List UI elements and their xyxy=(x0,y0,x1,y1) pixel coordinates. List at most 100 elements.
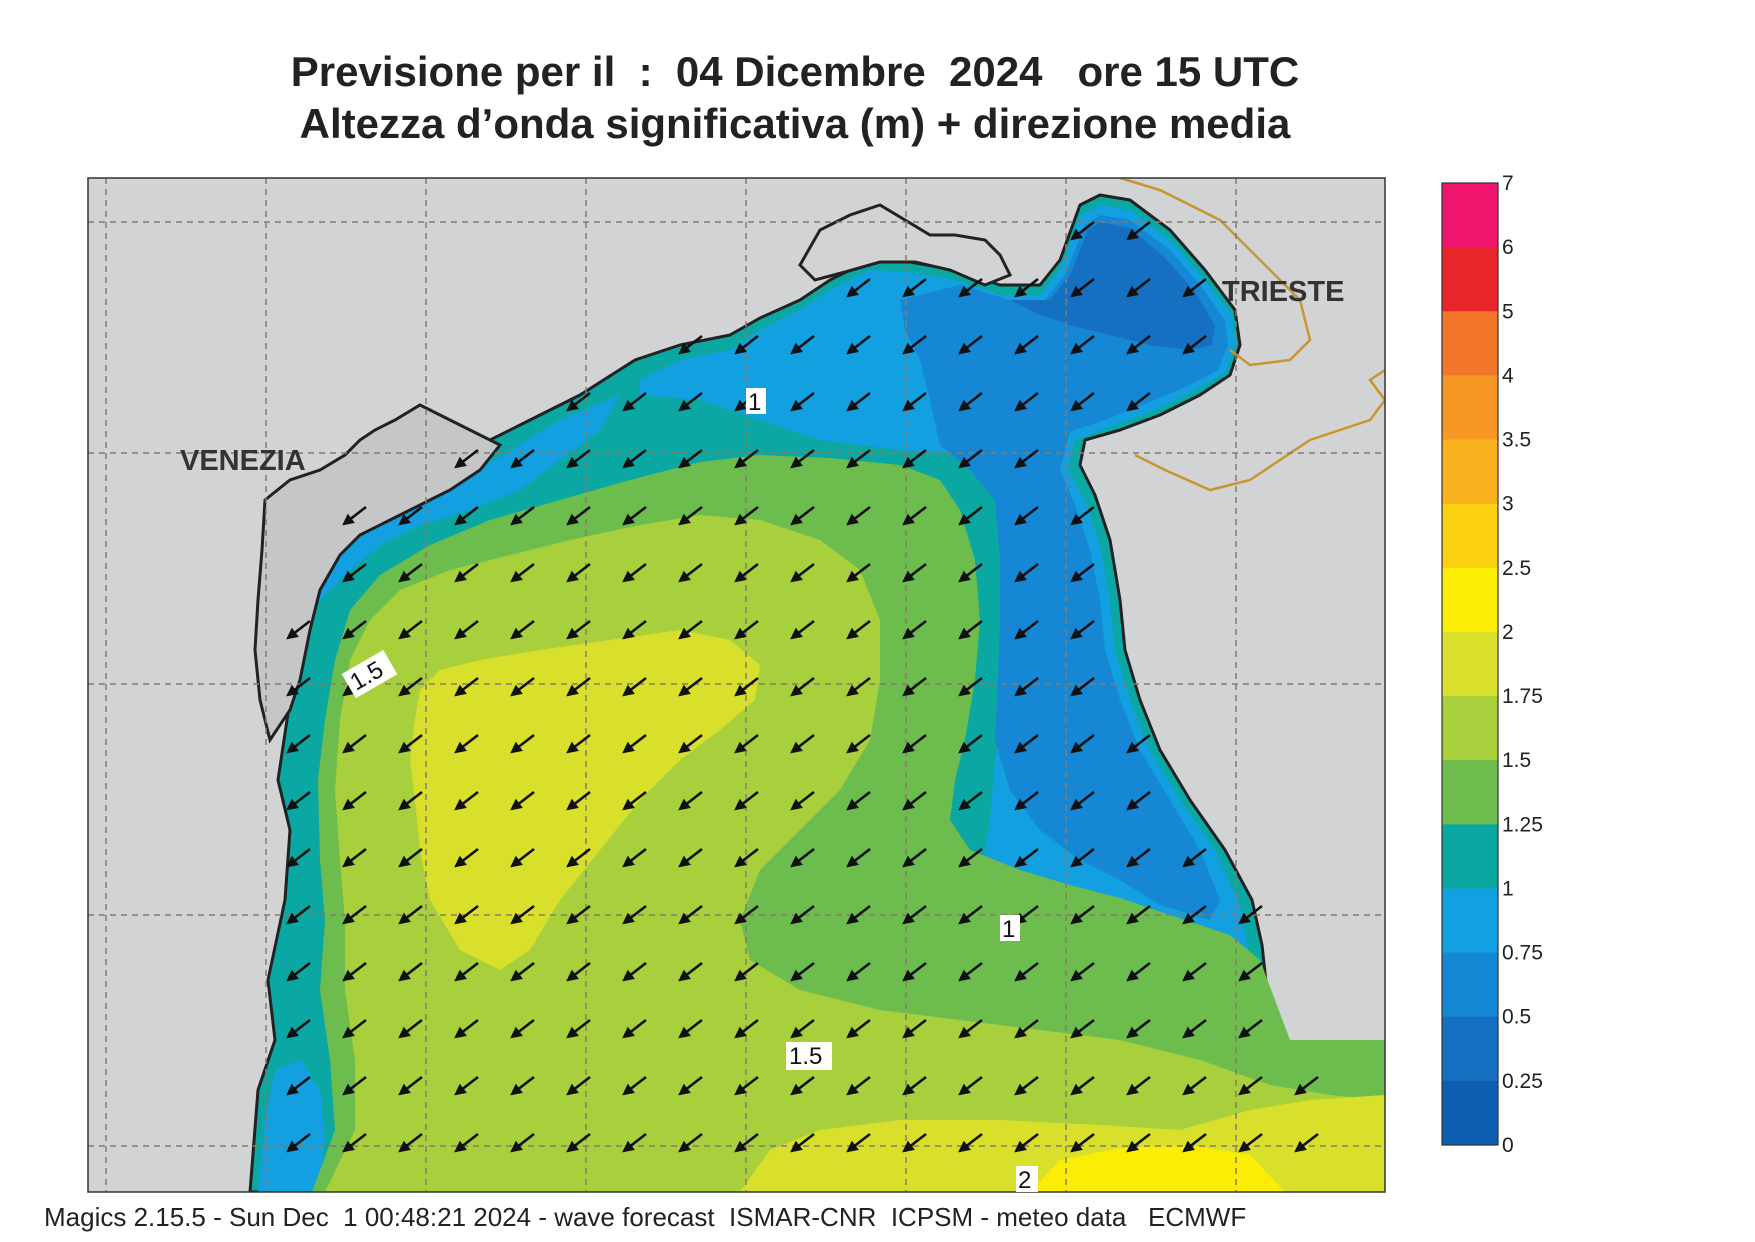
wave-arrow xyxy=(1294,1132,1319,1153)
wave-arrow xyxy=(398,961,423,982)
wave-arrow xyxy=(846,961,871,982)
svg-text:1: 1 xyxy=(748,389,761,416)
wave-arrow xyxy=(790,448,815,469)
wave-arrow xyxy=(846,619,871,640)
wave-arrow xyxy=(454,505,479,526)
wave-arrow xyxy=(1014,505,1039,526)
legend-frame xyxy=(1441,182,1499,1146)
wave-arrow xyxy=(398,1075,423,1096)
wave-arrow xyxy=(790,961,815,982)
wave-arrow xyxy=(286,619,311,640)
wave-arrow xyxy=(342,1132,367,1153)
wave-arrow xyxy=(902,790,927,811)
legend-label: 7 xyxy=(1502,172,1514,195)
wave-arrow xyxy=(286,733,311,754)
wave-arrow xyxy=(1182,277,1207,298)
wave-arrow xyxy=(622,1075,647,1096)
national-border xyxy=(1119,178,1312,367)
wave-arrow xyxy=(1294,1075,1319,1096)
legend-swatch xyxy=(1442,375,1498,441)
wave-arrow xyxy=(790,790,815,811)
wave-arrow xyxy=(846,1018,871,1039)
wave-arrow xyxy=(1014,847,1039,868)
wave-arrow xyxy=(678,1132,703,1153)
contour-label-1.5-south: 1.5 xyxy=(786,1042,832,1070)
wave-arrow xyxy=(846,391,871,412)
wave-arrow xyxy=(398,619,423,640)
wave-arrow xyxy=(1070,904,1095,925)
wave-arrow xyxy=(1126,277,1151,298)
wave-arrow xyxy=(342,904,367,925)
wave-arrow xyxy=(454,1018,479,1039)
legend-label: 3.5 xyxy=(1502,429,1531,452)
wave-arrow xyxy=(510,1132,535,1153)
wave-arrow xyxy=(734,904,759,925)
wave-arrow xyxy=(902,448,927,469)
wave-arrow xyxy=(734,1075,759,1096)
wave-arrow xyxy=(790,676,815,697)
wave-arrow xyxy=(790,1075,815,1096)
wave-arrow xyxy=(1070,847,1095,868)
wave-arrow xyxy=(398,790,423,811)
legend-label: 1 xyxy=(1502,877,1514,900)
wave-arrow xyxy=(622,676,647,697)
band-0.25-0.5 xyxy=(1010,222,1215,350)
forecast-subtitle: Altezza d’onda significativa (m) + direz… xyxy=(299,100,1291,147)
wave-arrow xyxy=(454,1132,479,1153)
wave-arrow xyxy=(286,676,311,697)
wave-arrow xyxy=(902,277,927,298)
wave-arrow xyxy=(734,334,759,355)
legend-swatch xyxy=(1442,760,1498,825)
legend-label: 0.25 xyxy=(1502,1070,1543,1093)
wave-arrow xyxy=(286,1132,311,1153)
wave-arrow xyxy=(1070,391,1095,412)
wave-arrow xyxy=(902,676,927,697)
wave-arrow xyxy=(342,733,367,754)
wave-arrow xyxy=(734,676,759,697)
wave-arrow xyxy=(342,1075,367,1096)
wave-arrow xyxy=(1070,1132,1095,1153)
svg-text:2: 2 xyxy=(1018,1167,1031,1194)
wave-arrow xyxy=(454,562,479,583)
legend-swatch xyxy=(1442,567,1498,633)
wave-arrow xyxy=(622,961,647,982)
wave-arrow xyxy=(678,562,703,583)
wave-arrow xyxy=(566,790,591,811)
wave-arrow xyxy=(286,847,311,868)
wave-arrow xyxy=(678,1075,703,1096)
legend-label: 0 xyxy=(1502,1134,1514,1157)
wave-arrow xyxy=(286,1075,311,1096)
wave-arrow xyxy=(1182,847,1207,868)
wave-arrow xyxy=(398,904,423,925)
svg-text:1.5: 1.5 xyxy=(789,1043,822,1070)
wave-arrow xyxy=(454,448,479,469)
wave-arrow xyxy=(734,733,759,754)
wave-arrow xyxy=(1238,961,1263,982)
wave-arrow xyxy=(902,847,927,868)
wave-arrow xyxy=(678,448,703,469)
wave-arrow xyxy=(734,847,759,868)
color-legend: 7 6 5 4 3.5 3 2.5 2 1.75 1.5 1.25 1 0.75 0.5 0.25 0 xyxy=(1441,172,1543,1157)
wave-arrow xyxy=(566,904,591,925)
wave-arrow xyxy=(846,334,871,355)
wave-arrow xyxy=(510,562,535,583)
contour-label-1-east: 1 xyxy=(1000,915,1020,943)
wave-arrow xyxy=(678,505,703,526)
wave-arrow xyxy=(342,961,367,982)
wave-arrow xyxy=(1182,334,1207,355)
wave-arrow xyxy=(958,961,983,982)
wave-arrow xyxy=(1014,334,1039,355)
wave-arrow xyxy=(790,334,815,355)
wave-arrow xyxy=(622,619,647,640)
legend-swatch xyxy=(1442,503,1498,569)
wave-arrow xyxy=(1070,961,1095,982)
wave-direction-arrows xyxy=(286,220,1319,1153)
wave-arrow xyxy=(342,790,367,811)
wave-arrow xyxy=(1070,790,1095,811)
wave-arrow xyxy=(342,619,367,640)
wave-arrow xyxy=(678,961,703,982)
wave-arrow xyxy=(342,1018,367,1039)
wave-arrow xyxy=(566,619,591,640)
wave-arrow xyxy=(846,904,871,925)
